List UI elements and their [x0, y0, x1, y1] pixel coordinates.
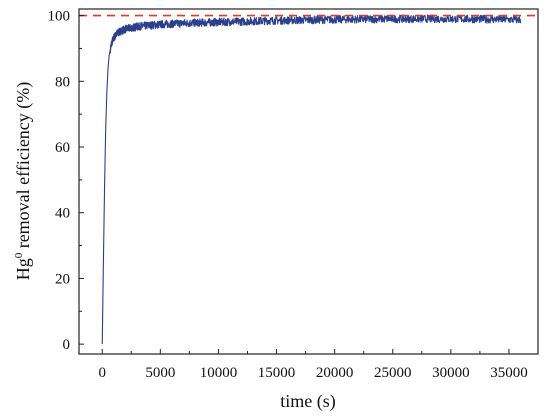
y-tick-label: 60 [55, 140, 70, 156]
y-tick-label: 20 [55, 271, 70, 287]
series-line [101, 14, 522, 345]
y-axis-title: Hg0 removal efficiency (%) [13, 82, 34, 281]
y-tick-label: 100 [48, 9, 71, 25]
plot-frame [78, 8, 539, 355]
x-tick-label: 30000 [432, 365, 470, 381]
y-tick-label: 40 [55, 206, 70, 222]
x-axis-title: time (s) [280, 391, 336, 412]
x-tick-label: 25000 [374, 365, 412, 381]
series-layer [101, 14, 522, 345]
y-axis-title-superscript: 0 [13, 252, 25, 258]
x-tick-label: 20000 [316, 365, 354, 381]
x-tick-label: 35000 [490, 365, 528, 381]
y-axis-title-prefix: Hg [13, 258, 33, 280]
x-axis-ticks: 0 5000 10000 15000 20000 25000 30000 35000 [98, 349, 528, 381]
x-tick-label: 15000 [258, 365, 296, 381]
y-tick-label: 0 [63, 337, 71, 353]
x-tick-label: 10000 [200, 365, 238, 381]
y-axis-ticks: 0 20 40 60 80 100 [48, 9, 84, 353]
y-axis-title-suffix: removal efficiency (%) [13, 82, 34, 253]
x-tick-label: 5000 [145, 365, 175, 381]
y-tick-label: 80 [55, 74, 70, 90]
plot-area-background [79, 9, 538, 354]
x-tick-label: 0 [98, 365, 106, 381]
